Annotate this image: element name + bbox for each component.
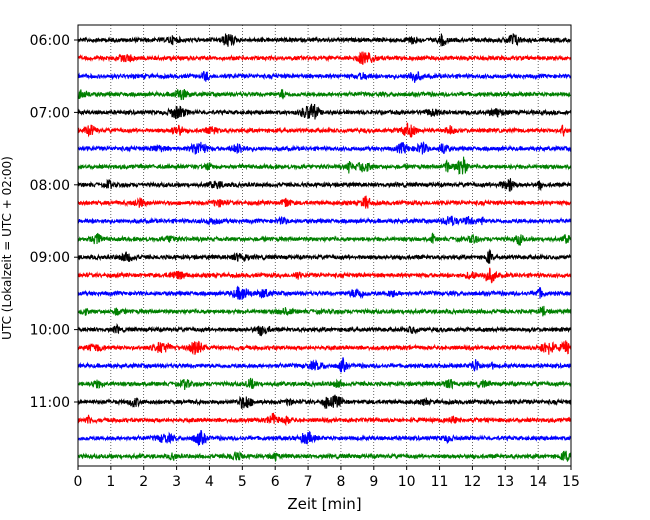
y-tick-label: 08:00 bbox=[30, 178, 70, 194]
seismic-trace bbox=[77, 450, 572, 463]
seismic-trace bbox=[77, 51, 572, 65]
x-tick-label: 8 bbox=[336, 474, 345, 490]
x-tick-label: 6 bbox=[271, 474, 280, 490]
seismic-trace bbox=[77, 178, 572, 192]
seismic-trace bbox=[77, 305, 572, 317]
seismic-trace bbox=[77, 103, 572, 120]
y-tick-label: 07:00 bbox=[30, 105, 70, 121]
x-axis-label: Zeit [min] bbox=[287, 495, 361, 513]
seismic-trace bbox=[77, 412, 572, 427]
seismic-trace bbox=[77, 285, 572, 300]
y-axis-ticks: 06:00 07:00 08:00 09:00 10:00 11:00 bbox=[30, 33, 78, 411]
y-tick-label: 06:00 bbox=[30, 33, 70, 49]
seismic-trace bbox=[77, 156, 572, 175]
x-tick-label: 9 bbox=[369, 474, 378, 490]
x-axis-ticks: 0 1 2 3 4 5 6 7 8 9 10 11 12 13 14 15 bbox=[74, 466, 580, 490]
y-axis-label: UTC (Lokalzeit = UTC + 02:00) bbox=[0, 156, 14, 340]
x-tick-label: 14 bbox=[529, 474, 547, 490]
seismic-trace bbox=[77, 33, 572, 47]
seismic-trace bbox=[77, 394, 572, 410]
seismic-trace bbox=[77, 215, 572, 227]
x-tick-label: 11 bbox=[431, 474, 449, 490]
x-tick-label: 7 bbox=[304, 474, 313, 490]
seismic-trace bbox=[77, 141, 572, 155]
x-tick-label: 1 bbox=[106, 474, 115, 490]
x-tick-label: 10 bbox=[398, 474, 416, 490]
y-tick-label: 10:00 bbox=[30, 323, 70, 339]
x-tick-label: 13 bbox=[496, 474, 514, 490]
plot-frame bbox=[77, 24, 572, 467]
x-tick-label: 4 bbox=[205, 474, 214, 490]
x-tick-label: 5 bbox=[238, 474, 247, 490]
y-tick-label: 11:00 bbox=[30, 395, 70, 411]
seismic-trace bbox=[77, 357, 572, 373]
seismic-trace bbox=[77, 232, 572, 246]
y-tick-label: 09:00 bbox=[30, 250, 70, 266]
seismic-trace bbox=[77, 377, 572, 390]
seismic-trace bbox=[77, 195, 572, 209]
x-tick-label: 12 bbox=[463, 474, 481, 490]
seismic-trace bbox=[77, 267, 572, 284]
seismic-trace bbox=[77, 340, 572, 356]
seismic-trace bbox=[77, 429, 572, 447]
x-tick-label: 0 bbox=[74, 474, 83, 490]
seismic-trace bbox=[77, 121, 572, 138]
seismic-trace bbox=[77, 248, 572, 264]
x-tick-label: 3 bbox=[172, 474, 181, 490]
x-tick-label: 15 bbox=[562, 474, 580, 490]
seismic-traces bbox=[77, 33, 572, 463]
seismic-trace bbox=[77, 88, 572, 101]
x-tick-label: 2 bbox=[139, 474, 148, 490]
seismic-trace bbox=[77, 323, 572, 337]
seismic-trace bbox=[77, 70, 572, 83]
